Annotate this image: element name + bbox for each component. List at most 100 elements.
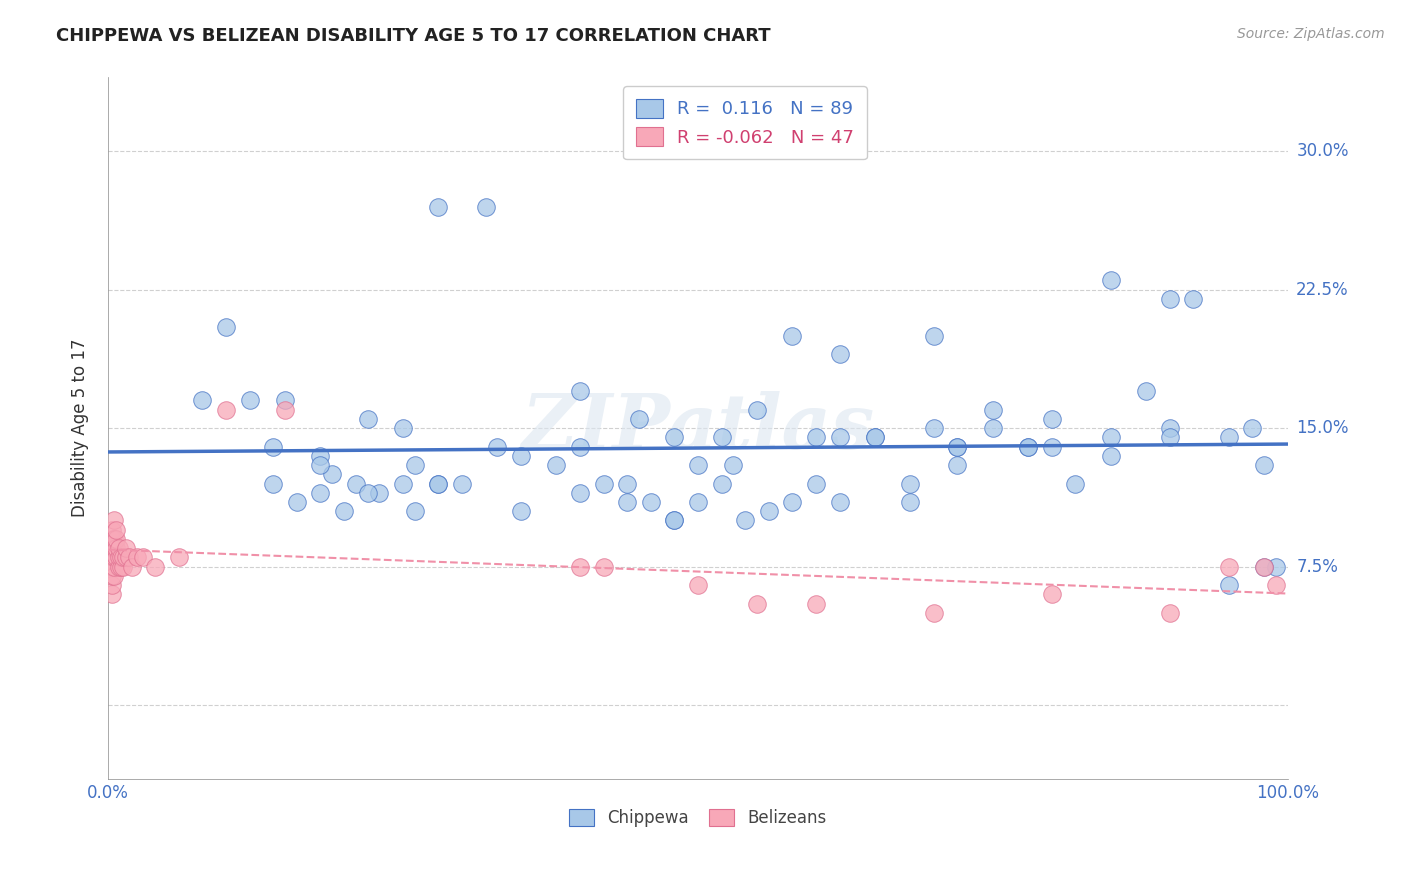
Point: [1253, 559, 1275, 574]
Point: [107, 541, 129, 556]
Point: [863, 430, 886, 444]
Point: [1099, 430, 1122, 444]
Point: [127, 550, 149, 565]
Point: [710, 476, 733, 491]
Point: [1099, 273, 1122, 287]
Point: [100, 541, 122, 556]
Point: [1159, 421, 1181, 435]
Point: [863, 430, 886, 444]
Point: [1040, 412, 1063, 426]
Point: [710, 430, 733, 444]
Point: [592, 476, 614, 491]
Point: [616, 495, 638, 509]
Point: [114, 550, 136, 565]
Point: [143, 559, 166, 574]
Point: [946, 440, 969, 454]
Point: [103, 559, 125, 574]
Point: [110, 550, 132, 565]
Point: [592, 559, 614, 574]
Point: [1017, 440, 1039, 454]
Point: [100, 559, 122, 574]
Legend: Chippewa, Belizeans: Chippewa, Belizeans: [562, 802, 834, 834]
Point: [616, 476, 638, 491]
Point: [427, 200, 450, 214]
Text: 22.5%: 22.5%: [1296, 281, 1348, 299]
Text: ZIPatlas: ZIPatlas: [522, 392, 875, 466]
Point: [100, 569, 122, 583]
Point: [344, 476, 367, 491]
Point: [100, 532, 122, 546]
Point: [546, 458, 568, 472]
Point: [981, 421, 1004, 435]
Point: [723, 458, 745, 472]
Point: [110, 559, 132, 574]
Point: [215, 319, 238, 334]
Point: [686, 495, 709, 509]
Point: [1218, 578, 1240, 592]
Point: [486, 440, 509, 454]
Point: [782, 329, 804, 343]
Point: [107, 559, 129, 574]
Point: [474, 200, 496, 214]
Point: [828, 495, 851, 509]
Text: CHIPPEWA VS BELIZEAN DISABILITY AGE 5 TO 17 CORRELATION CHART: CHIPPEWA VS BELIZEAN DISABILITY AGE 5 TO…: [56, 27, 770, 45]
Point: [107, 550, 129, 565]
Point: [664, 513, 686, 527]
Point: [510, 449, 533, 463]
Point: [745, 402, 768, 417]
Point: [404, 504, 426, 518]
Point: [215, 402, 238, 417]
Point: [356, 412, 378, 426]
Point: [686, 578, 709, 592]
Point: [103, 541, 125, 556]
Point: [427, 476, 450, 491]
Point: [262, 440, 284, 454]
Point: [1040, 587, 1063, 601]
Point: [100, 550, 122, 565]
Point: [568, 440, 591, 454]
Point: [285, 495, 308, 509]
Point: [1241, 421, 1264, 435]
Point: [1253, 559, 1275, 574]
Point: [309, 449, 332, 463]
Point: [112, 559, 135, 574]
Point: [922, 421, 945, 435]
Point: [1253, 458, 1275, 472]
Point: [105, 541, 128, 556]
Point: [804, 597, 827, 611]
Point: [100, 587, 122, 601]
Point: [745, 597, 768, 611]
Point: [734, 513, 756, 527]
Point: [132, 550, 155, 565]
Point: [1099, 449, 1122, 463]
Text: 15.0%: 15.0%: [1296, 419, 1348, 437]
Point: [568, 485, 591, 500]
Point: [1040, 440, 1063, 454]
Point: [627, 412, 650, 426]
Point: [1159, 292, 1181, 306]
Point: [1159, 606, 1181, 620]
Point: [758, 504, 780, 518]
Text: Source: ZipAtlas.com: Source: ZipAtlas.com: [1237, 27, 1385, 41]
Point: [121, 559, 143, 574]
Point: [392, 476, 415, 491]
Point: [333, 504, 356, 518]
Point: [105, 550, 128, 565]
Point: [640, 495, 662, 509]
Point: [404, 458, 426, 472]
Point: [262, 476, 284, 491]
Point: [167, 550, 190, 565]
Point: [1265, 578, 1288, 592]
Point: [103, 532, 125, 546]
Point: [100, 578, 122, 592]
Y-axis label: Disability Age 5 to 17: Disability Age 5 to 17: [72, 339, 89, 517]
Point: [664, 513, 686, 527]
Point: [828, 430, 851, 444]
Point: [105, 532, 128, 546]
Point: [686, 458, 709, 472]
Point: [804, 430, 827, 444]
Point: [114, 541, 136, 556]
Point: [239, 393, 262, 408]
Point: [309, 458, 332, 472]
Text: 30.0%: 30.0%: [1296, 143, 1348, 161]
